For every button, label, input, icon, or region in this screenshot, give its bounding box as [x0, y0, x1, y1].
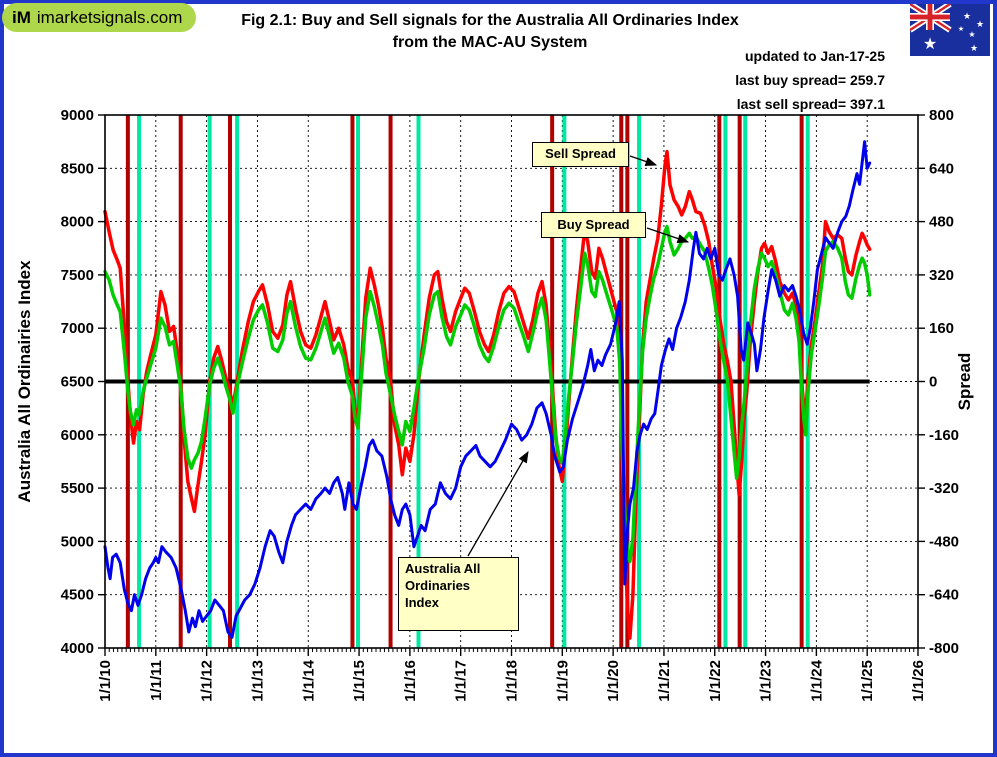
svg-text:1/1/15: 1/1/15 — [351, 660, 368, 702]
svg-text:4000: 4000 — [61, 640, 94, 657]
svg-text:1/1/22: 1/1/22 — [707, 660, 724, 702]
svg-text:1/1/12: 1/1/12 — [199, 660, 216, 702]
australia-flag-icon: ★ ★ ★ ★ ★ ★ — [910, 4, 990, 56]
svg-text:7000: 7000 — [61, 320, 94, 337]
last-sell-spread: last sell spread= 397.1 — [736, 96, 885, 112]
svg-text:1/1/24: 1/1/24 — [808, 659, 825, 701]
svg-text:6500: 6500 — [61, 374, 94, 391]
annotation-arrow — [629, 155, 658, 166]
svg-text:★: ★ — [958, 25, 964, 33]
tick-labels: 4000450050005500600065007000750080008500… — [61, 107, 959, 702]
chart-title: Fig 2.1: Buy and Sell signals for the Au… — [150, 10, 830, 54]
logo-im-mark: iM — [12, 7, 31, 27]
svg-text:1/1/11: 1/1/11 — [148, 660, 165, 701]
chart-title-line1: Fig 2.1: Buy and Sell signals for the Au… — [241, 12, 739, 29]
logo-site-text: imarketsignals.com — [36, 7, 183, 27]
svg-text:1/1/14: 1/1/14 — [300, 659, 317, 701]
axis-ticks — [98, 114, 925, 656]
svg-text:1/1/13: 1/1/13 — [249, 660, 266, 702]
svg-text:8000: 8000 — [61, 214, 94, 231]
svg-text:★: ★ — [923, 34, 937, 53]
svg-text:1/1/18: 1/1/18 — [504, 660, 521, 702]
svg-text:1/1/26: 1/1/26 — [910, 660, 927, 702]
buy-spread-label: Buy Spread — [541, 212, 646, 238]
update-info: updated to Jan-17-25 last buy spread= 25… — [565, 44, 885, 116]
svg-text:4500: 4500 — [61, 587, 94, 604]
svg-text:★: ★ — [976, 20, 984, 30]
svg-text:★: ★ — [970, 44, 978, 54]
svg-text:★: ★ — [963, 12, 971, 22]
svg-text:800: 800 — [929, 107, 954, 124]
svg-text:5000: 5000 — [61, 533, 94, 550]
svg-text:8500: 8500 — [61, 160, 94, 177]
series-buy_spread — [103, 224, 872, 564]
svg-text:640: 640 — [929, 160, 954, 177]
svg-text:5500: 5500 — [61, 480, 94, 497]
svg-text:-480: -480 — [929, 533, 959, 550]
svg-text:320: 320 — [929, 267, 954, 284]
union-jack — [910, 4, 952, 33]
svg-text:1/1/21: 1/1/21 — [656, 660, 673, 702]
svg-text:7500: 7500 — [61, 267, 94, 284]
svg-text:1/1/10: 1/1/10 — [97, 660, 114, 702]
annotation-arrow — [646, 227, 690, 244]
svg-text:1/1/23: 1/1/23 — [758, 660, 775, 702]
sell-spread-label: Sell Spread — [532, 142, 629, 167]
svg-text:1/1/19: 1/1/19 — [554, 660, 571, 702]
flag-stars: ★ ★ ★ ★ ★ ★ — [923, 12, 984, 54]
svg-text:9000: 9000 — [61, 107, 94, 124]
svg-text:★: ★ — [968, 30, 975, 39]
svg-text:-640: -640 — [929, 587, 959, 604]
svg-text:1/1/25: 1/1/25 — [859, 660, 876, 702]
updated-date: updated to Jan-17-25 — [744, 48, 885, 64]
svg-text:-160: -160 — [929, 427, 959, 444]
annotation-arrow — [467, 450, 529, 557]
svg-text:480: 480 — [929, 214, 954, 231]
svg-text:0: 0 — [929, 374, 937, 391]
imarketsignals-logo: iM imarketsignals.com — [2, 3, 197, 32]
series-index — [103, 140, 872, 639]
last-buy-spread: last buy spread= 259.7 — [735, 72, 885, 88]
svg-text:160: 160 — [929, 320, 954, 337]
right-axis-title: Spread — [955, 353, 974, 411]
svg-text:6000: 6000 — [61, 427, 94, 444]
svg-text:-320: -320 — [929, 480, 959, 497]
chart-title-line2: from the MAC-AU System — [392, 34, 588, 51]
svg-text:1/1/16: 1/1/16 — [402, 660, 419, 702]
svg-text:1/1/20: 1/1/20 — [605, 660, 622, 702]
svg-text:-800: -800 — [929, 640, 959, 657]
svg-text:1/1/17: 1/1/17 — [453, 660, 470, 702]
left-axis-title: Australia All Ordinairies Index — [15, 260, 34, 503]
aoi-index-label: Australia All Ordinaries Index — [398, 557, 519, 631]
